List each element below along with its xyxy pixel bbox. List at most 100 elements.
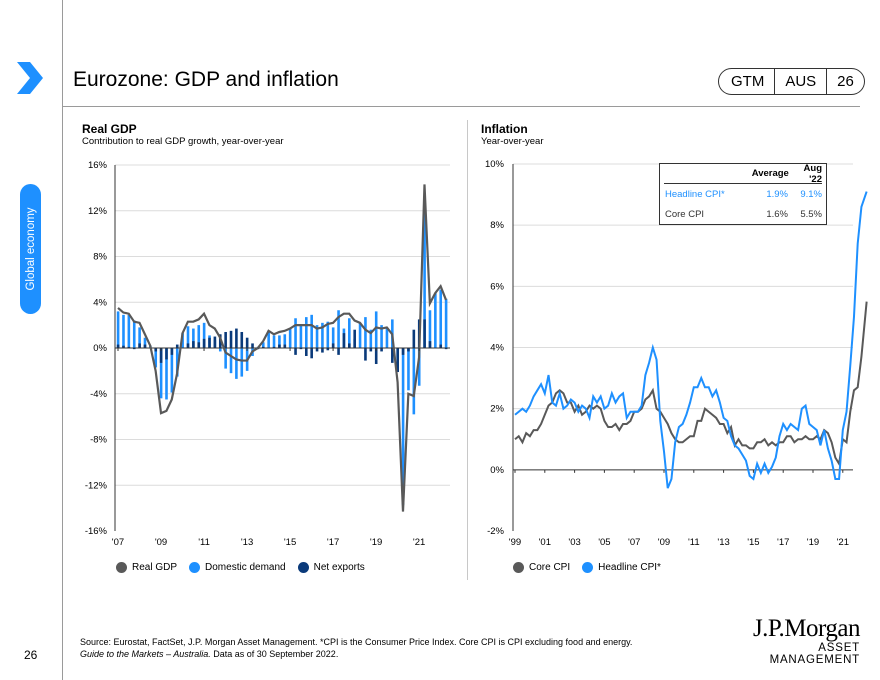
chart-divider: [467, 120, 468, 580]
domestic-demand-bar: [218, 348, 222, 352]
net-exports-bar: [175, 344, 179, 348]
net-exports-bar: [331, 343, 335, 348]
domestic-demand-bar: [401, 348, 405, 505]
net-exports-bar: [170, 348, 174, 355]
domestic-demand-bar: [283, 334, 287, 348]
x-tick-label: '09: [155, 537, 167, 548]
domestic-demand-bar: [267, 330, 270, 348]
x-tick-label: '11: [688, 537, 700, 548]
domestic-demand-bar: [229, 348, 233, 374]
domestic-demand-bar: [358, 322, 362, 348]
domestic-demand-bar: [331, 327, 335, 348]
net-exports-bar: [192, 341, 195, 348]
y-tick-label: 12%: [88, 206, 108, 217]
table-header-cell: Aug '22: [803, 162, 822, 185]
table-header-cell: Average: [751, 168, 789, 179]
domestic-demand-bar: [272, 335, 276, 348]
inflation-chart-subtitle: Year-over-year: [481, 136, 544, 147]
x-tick-label: '15: [747, 537, 759, 548]
domestic-demand-bar: [154, 348, 158, 368]
chevron-right-icon[interactable]: [14, 60, 46, 96]
inflation-legend: Core CPI Headline CPI*: [513, 562, 661, 573]
net-exports-bar: [348, 343, 351, 348]
legend-label: Domestic demand: [205, 562, 286, 573]
domestic-demand-bar: [294, 318, 297, 348]
table-cell: Core CPI: [665, 208, 705, 220]
net-exports-bar: [202, 338, 206, 348]
inflation-table: Average Aug '22 Headline CPI* 1.9% 9.1% …: [659, 163, 827, 225]
net-exports-bar: [251, 343, 254, 348]
y-tick-label: -8%: [90, 435, 107, 446]
net-exports-bar: [299, 348, 303, 350]
section-tab-global-economy[interactable]: Global economy: [20, 184, 41, 314]
domestic-demand-bar: [321, 322, 324, 348]
title-rule: [62, 106, 860, 107]
domestic-demand-bar: [240, 348, 244, 377]
net-exports-bar: [439, 344, 443, 348]
x-tick-label: '11: [198, 537, 210, 548]
net-exports-bar: [401, 348, 405, 355]
source-text: Source: Eurostat, FactSet, J.P. Morgan A…: [80, 637, 633, 647]
net-exports-bar: [304, 348, 308, 357]
domestic-demand-bar: [261, 342, 265, 348]
source-note: Source: Eurostat, FactSet, J.P. Morgan A…: [80, 636, 632, 660]
net-exports-bar: [197, 342, 201, 348]
x-tick-label: '17: [327, 537, 339, 548]
badge-page: 26: [826, 69, 864, 94]
x-tick-label: '21: [413, 537, 425, 548]
y-tick-label: 6%: [490, 281, 504, 292]
legend-swatch: [116, 562, 127, 573]
gdp-legend: Real GDP Domestic demand Net exports: [116, 562, 365, 573]
legend-domestic-demand: Domestic demand: [189, 562, 286, 573]
net-exports-bar: [337, 348, 340, 355]
left-rule: [62, 0, 63, 680]
x-tick-label: '19: [807, 537, 819, 548]
domestic-demand-bar: [192, 328, 195, 348]
net-exports-bar: [154, 348, 158, 352]
net-exports-bar: [364, 348, 367, 361]
domestic-demand-bar: [417, 348, 421, 386]
domestic-demand-bar: [299, 323, 303, 348]
net-exports-bar: [294, 348, 297, 355]
domestic-demand-bar: [202, 322, 206, 348]
x-tick-label: '13: [717, 537, 729, 548]
domestic-demand-bar: [170, 348, 174, 393]
x-tick-label: '13: [241, 537, 253, 548]
inflation-chart-title: Inflation: [481, 122, 528, 136]
legend-label: Core CPI: [529, 562, 571, 573]
net-exports-bar: [321, 348, 324, 353]
domestic-demand-bar: [364, 317, 367, 348]
net-exports-bar: [127, 346, 131, 348]
net-exports-bar: [353, 329, 356, 348]
net-exports-bar: [396, 348, 400, 373]
gdp-chart-title: Real GDP: [82, 122, 137, 136]
legend-label: Real GDP: [132, 562, 178, 573]
net-exports-bar: [122, 345, 125, 348]
y-tick-label: 2%: [490, 404, 504, 415]
page-number: 26: [24, 648, 38, 662]
domestic-demand-bar: [385, 327, 389, 348]
domestic-demand-bar: [428, 310, 432, 348]
x-tick-label: '21: [837, 537, 849, 548]
x-tick-label: '19: [370, 537, 382, 548]
net-exports-bar: [235, 328, 238, 348]
domestic-demand-bar: [224, 348, 227, 369]
legend-net-exports: Net exports: [297, 562, 365, 573]
domestic-demand-bar: [165, 348, 168, 400]
guide-title: Guide to the Markets – Australia.: [80, 649, 211, 659]
table-header: Average Aug '22: [664, 162, 822, 185]
domestic-demand-bar: [434, 293, 437, 348]
net-exports-bar: [374, 348, 378, 365]
inflation-chart: 10% 8% 6% 4% 2% 0% -2% '99 '01 '03 '05 '07 '09 '11 '13…: [485, 159, 868, 548]
legend-label: Net exports: [313, 562, 365, 573]
legend-swatch: [189, 562, 201, 573]
page-title: Eurozone: GDP and inflation: [73, 68, 339, 91]
net-exports-bar: [380, 348, 383, 352]
x-tick-label: '03: [568, 537, 580, 548]
real-gdp-line: [117, 184, 448, 512]
inflation-chart-header: Inflation Year-over-year: [481, 122, 543, 147]
x-tick-label: '99: [509, 537, 521, 548]
domestic-demand-bar: [175, 348, 179, 377]
net-exports-bar: [229, 330, 233, 348]
domestic-demand-bar: [412, 348, 416, 415]
